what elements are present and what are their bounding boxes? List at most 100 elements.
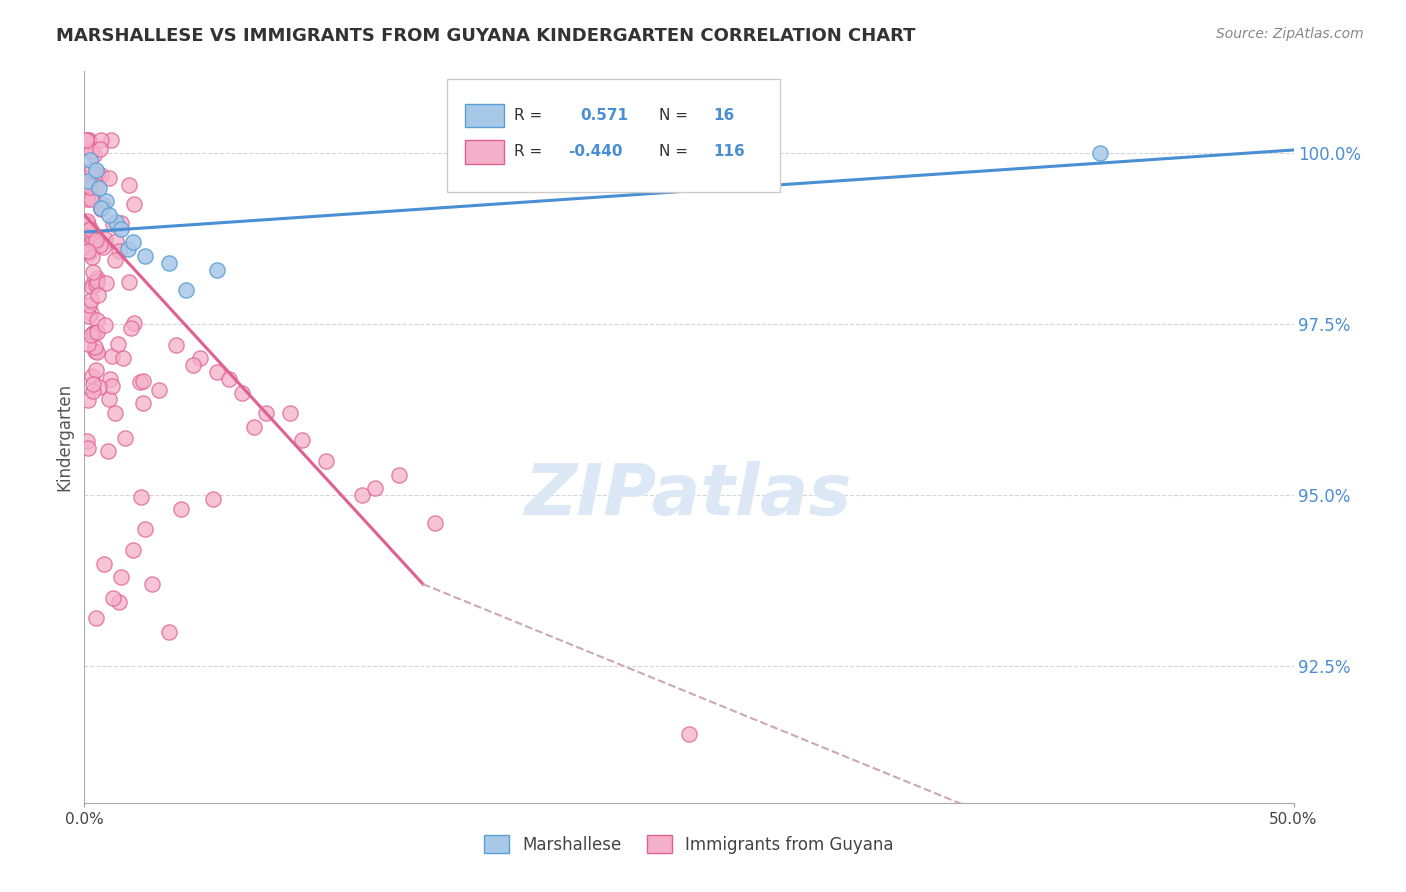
Point [90, 201, 112, 215]
Point [122, 316, 145, 330]
Point [94, 231, 117, 245]
Point [181, 359, 204, 373]
Text: ZIPatlas: ZIPatlas [526, 461, 852, 530]
Point [76, 178, 98, 192]
Point [82, 225, 104, 239]
Point [423, 516, 446, 530]
Point [87, 180, 110, 194]
Point [103, 591, 125, 605]
Text: 116: 116 [713, 145, 745, 160]
Point [80, 280, 103, 294]
Point [254, 406, 277, 420]
Point [98, 392, 121, 406]
Point [122, 196, 145, 211]
Point [80, 163, 103, 178]
Point [117, 242, 139, 256]
Point [83, 148, 105, 162]
Point [76, 434, 98, 449]
FancyBboxPatch shape [447, 78, 780, 192]
Text: -0.440: -0.440 [568, 145, 623, 160]
Point [76, 441, 98, 455]
Y-axis label: Kindergarten: Kindergarten [55, 383, 73, 491]
Text: R =: R = [513, 108, 541, 123]
Point [94, 194, 117, 209]
Text: N =: N = [659, 108, 688, 123]
Point [76, 224, 98, 238]
Point [86, 271, 108, 285]
Point [82, 376, 104, 391]
Point [82, 277, 104, 291]
Point [76, 241, 98, 255]
Point [86, 313, 108, 327]
Point [80, 144, 103, 158]
Point [76, 192, 98, 206]
Point [207, 365, 229, 379]
Text: Source: ZipAtlas.com: Source: ZipAtlas.com [1216, 27, 1364, 41]
Point [91, 198, 114, 212]
Point [76, 244, 98, 258]
Point [157, 624, 180, 639]
Point [82, 233, 104, 247]
Point [86, 274, 108, 288]
Point [100, 133, 122, 147]
Point [84, 178, 107, 193]
Point [86, 163, 108, 178]
Point [76, 392, 98, 407]
Point [104, 215, 127, 229]
Point [278, 406, 301, 420]
Point [101, 379, 124, 393]
Point [80, 293, 103, 308]
Point [101, 217, 124, 231]
Point [80, 368, 103, 383]
Point [89, 142, 111, 156]
Legend: Marshallese, Immigrants from Guyana: Marshallese, Immigrants from Guyana [478, 829, 900, 860]
Point [89, 237, 111, 252]
Point [97, 444, 120, 458]
Point [291, 434, 314, 448]
Point [94, 318, 117, 333]
Point [77, 297, 100, 311]
Point [82, 265, 104, 279]
Point [79, 221, 101, 235]
Point [77, 309, 100, 323]
Point [91, 240, 114, 254]
Text: MARSHALLESE VS IMMIGRANTS FROM GUYANA KINDERGARTEN CORRELATION CHART: MARSHALLESE VS IMMIGRANTS FROM GUYANA KI… [56, 27, 915, 45]
Point [98, 171, 121, 186]
Point [120, 321, 142, 335]
Point [79, 179, 101, 194]
Point [132, 374, 155, 388]
Point [107, 337, 129, 351]
Point [84, 233, 107, 247]
Point [86, 325, 108, 339]
Point [90, 202, 112, 216]
Point [76, 190, 98, 204]
Point [84, 363, 107, 377]
Point [678, 727, 700, 741]
Point [77, 337, 100, 351]
Point [231, 385, 253, 400]
Point [170, 501, 193, 516]
Point [84, 344, 107, 359]
Point [86, 167, 108, 181]
Point [80, 192, 103, 206]
Point [104, 235, 127, 249]
Point [108, 244, 131, 259]
Point [129, 490, 152, 504]
Point [86, 344, 108, 359]
Point [89, 380, 111, 394]
Text: R =: R = [513, 145, 541, 160]
Point [98, 371, 121, 385]
Point [104, 406, 127, 420]
Point [190, 351, 212, 366]
Point [112, 351, 135, 366]
Point [118, 276, 141, 290]
Text: 16: 16 [713, 108, 734, 123]
Point [129, 375, 152, 389]
Point [80, 306, 103, 320]
Point [77, 245, 100, 260]
Point [110, 221, 132, 235]
Point [118, 178, 141, 192]
Point [90, 133, 112, 147]
Point [90, 168, 112, 182]
Point [75, 133, 97, 147]
